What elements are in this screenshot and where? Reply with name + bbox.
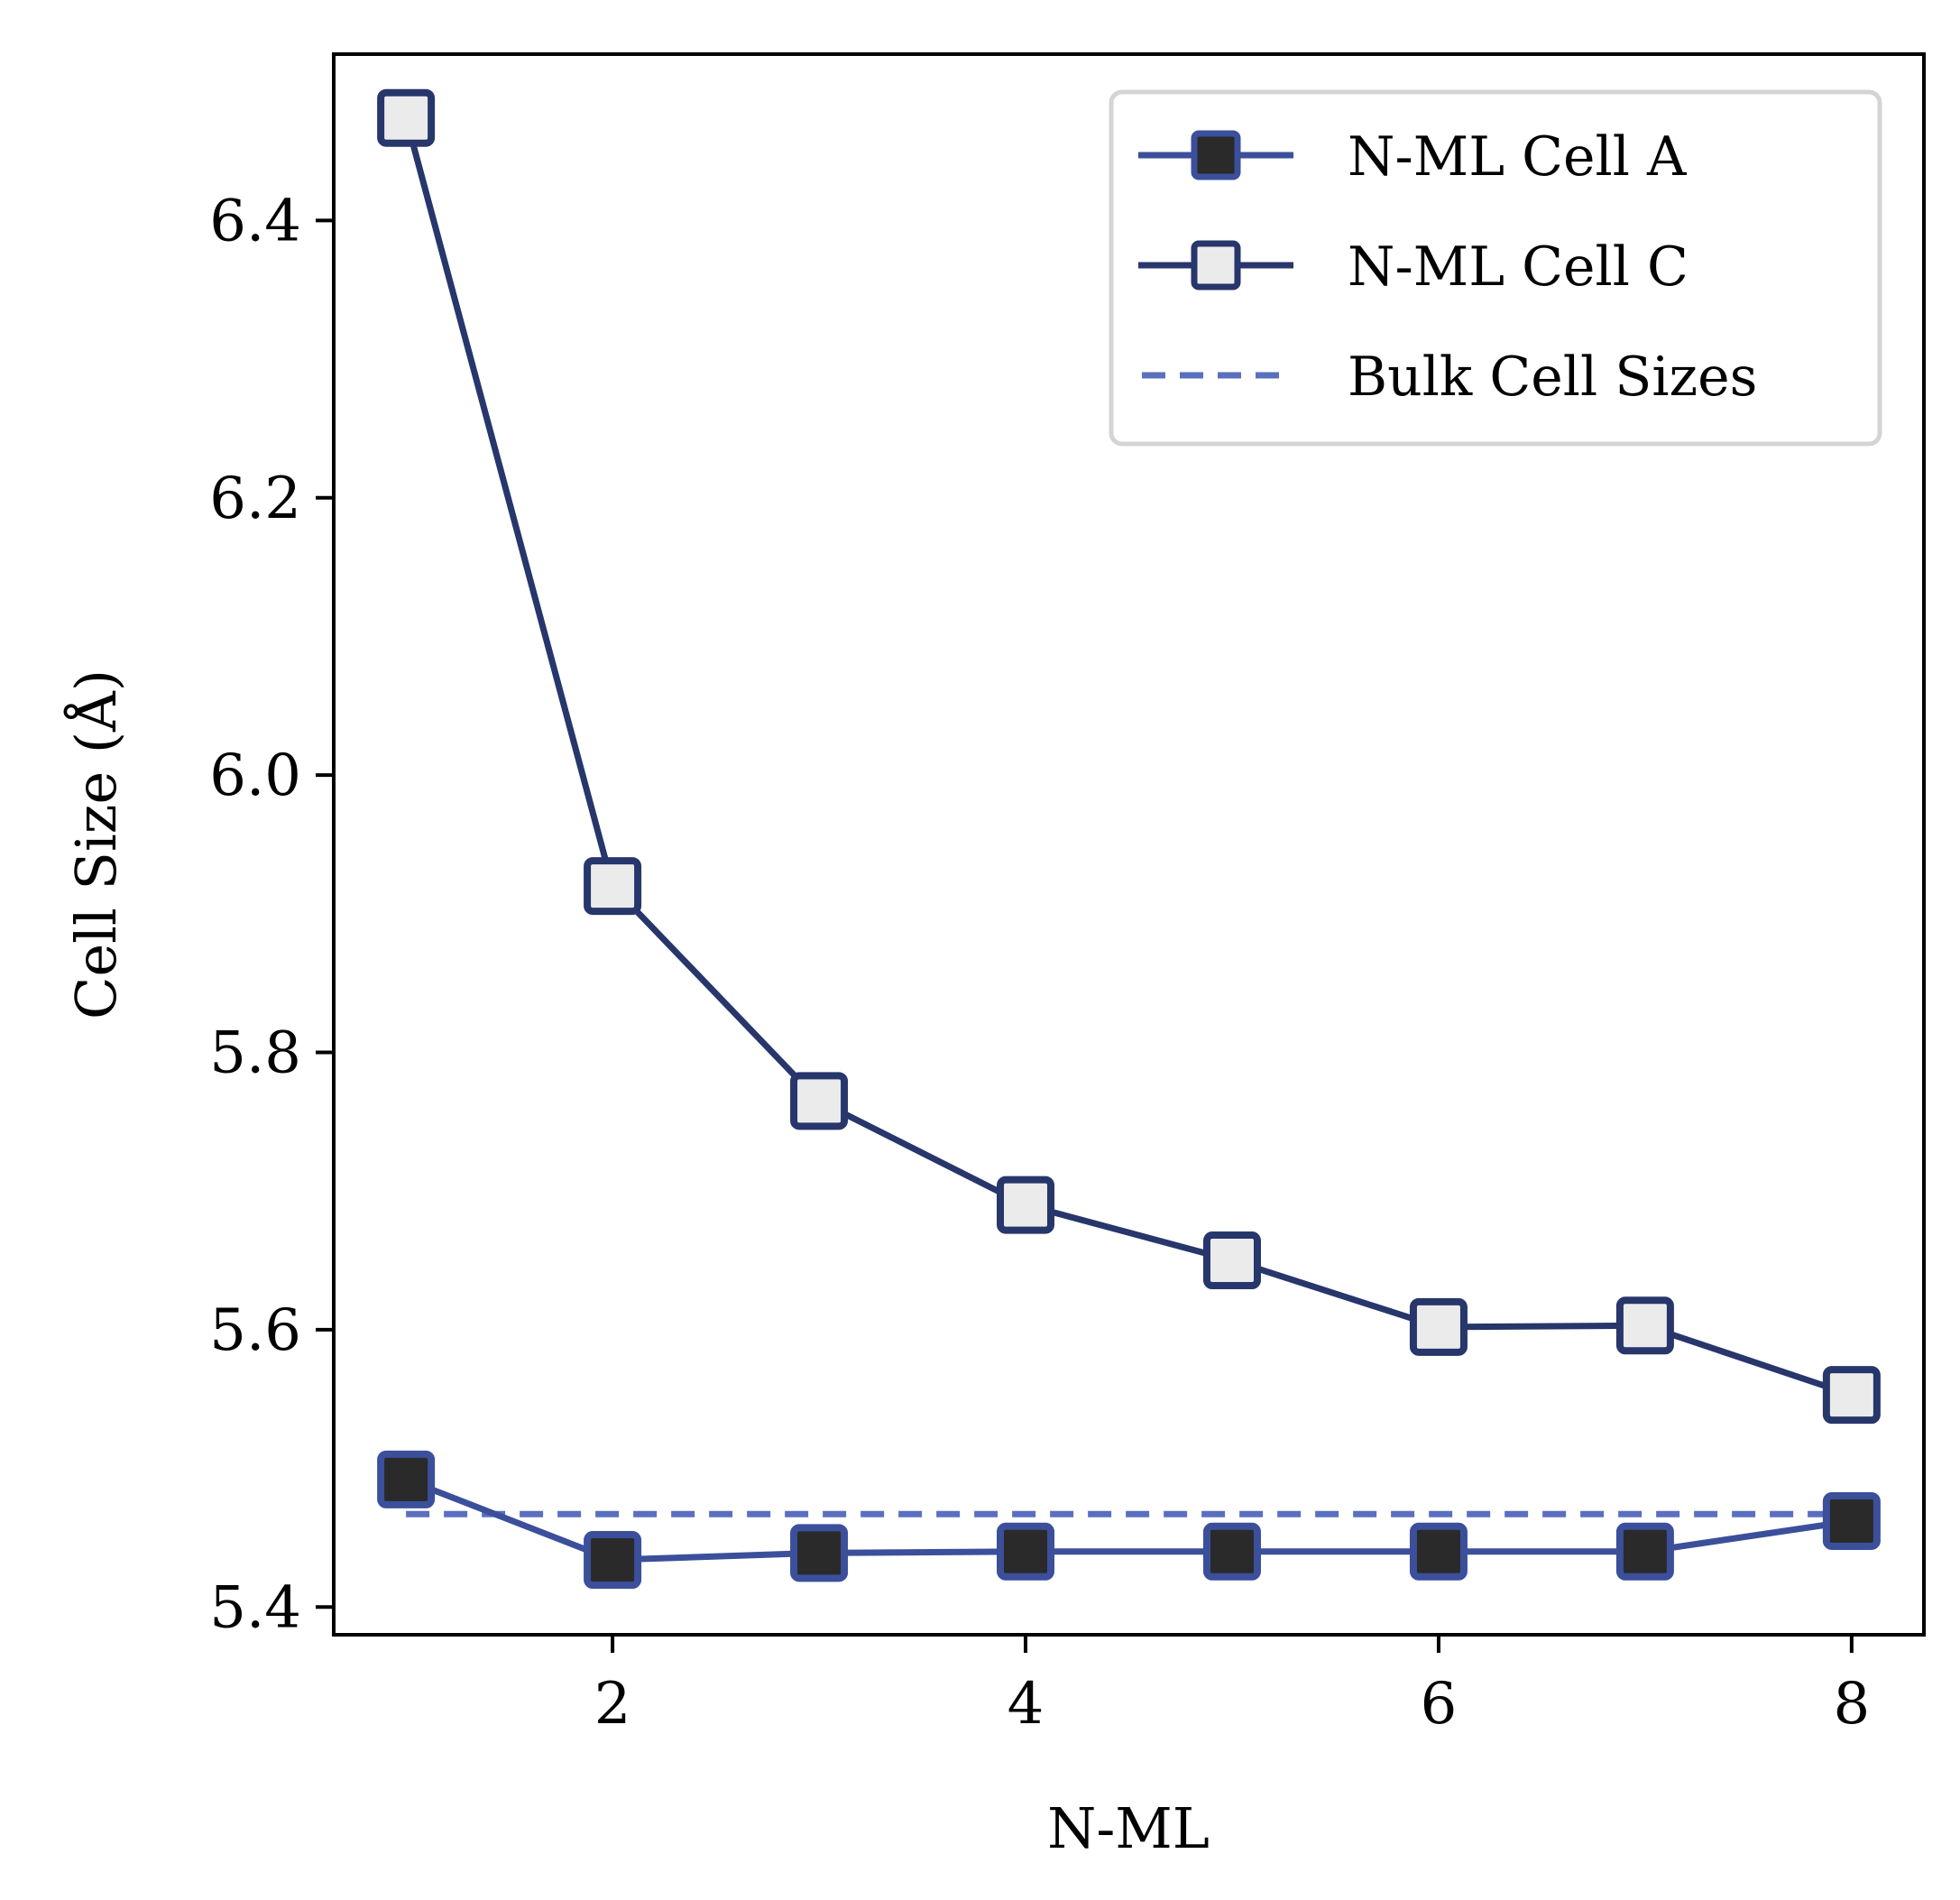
series-1-point: [997, 1522, 1055, 1581]
y-tick-label: 5.6: [209, 1297, 301, 1364]
legend-label-2: N-ML Cell C: [1348, 235, 1689, 299]
x-tick-label: 4: [1008, 1671, 1044, 1738]
series-2-point: [997, 1176, 1055, 1234]
series-1-point: [1615, 1522, 1674, 1581]
x-axis-title: N-ML: [1047, 1795, 1210, 1861]
legend-box: [1109, 89, 1882, 447]
series-line-2: [402, 116, 1853, 1398]
legend-marker-2: [1191, 240, 1241, 291]
plot-marks: [377, 88, 1881, 1590]
y-tick-label: 6.4: [209, 188, 301, 254]
series-2-point: [1822, 1366, 1881, 1425]
legend-marker-1: [1191, 130, 1241, 180]
series-2-point: [1409, 1297, 1468, 1356]
legend-label-1: N-ML Cell A: [1348, 125, 1687, 189]
series-1-point: [1202, 1522, 1261, 1581]
y-axis: 5.4 5.6 5.8 6.0 6.2 6.4: [209, 188, 334, 1641]
y-tick-label: 6.2: [209, 466, 301, 532]
series-2-point: [790, 1072, 849, 1130]
series-2-point: [1202, 1231, 1261, 1290]
y-tick-label: 5.4: [209, 1574, 301, 1641]
series-line-1: [404, 1476, 1853, 1563]
series-2-point: [1615, 1296, 1674, 1355]
x-tick-label: 6: [1421, 1671, 1458, 1738]
series-1-point: [1822, 1491, 1881, 1550]
series-1-point: [790, 1524, 849, 1582]
legend: N-ML Cell A N-ML Cell C Bulk Cell Sizes: [1109, 89, 1882, 447]
series-1-point: [1409, 1522, 1468, 1581]
legend-label-3: Bulk Cell Sizes: [1348, 346, 1757, 409]
series-1-point: [584, 1531, 642, 1590]
plot-frame: [332, 52, 1926, 1637]
x-tick-label: 2: [594, 1671, 631, 1738]
y-tick-label: 6.0: [209, 742, 301, 809]
series-2-point: [584, 857, 642, 916]
y-tick-label: 5.8: [209, 1020, 301, 1087]
x-tick-label: 8: [1834, 1671, 1871, 1738]
series-2-point: [377, 88, 436, 147]
series-1-point: [377, 1450, 436, 1508]
y-axis-title: Cell Size (Å): [63, 669, 129, 1019]
x-axis: 2 4 6 8: [594, 1635, 1870, 1738]
